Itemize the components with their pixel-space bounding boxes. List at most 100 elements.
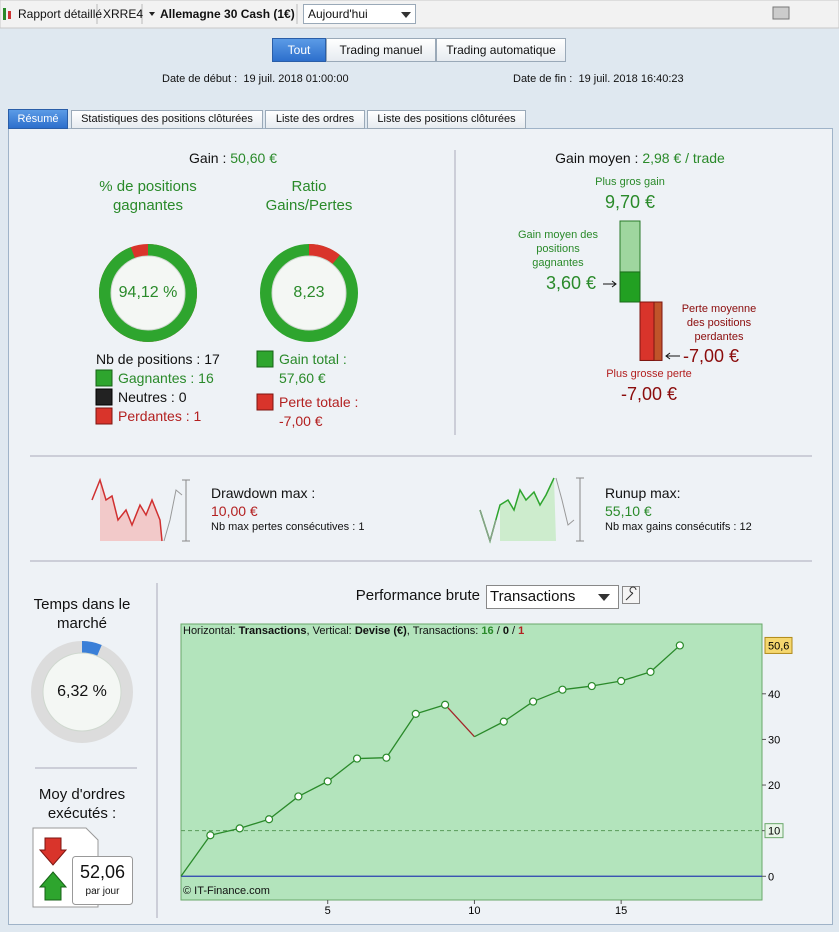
info: Devise (€) [354, 625, 407, 637]
tab[interactable]: Statistiques des positions clôturées [71, 110, 263, 129]
value-box [72, 856, 133, 905]
point [675, 641, 684, 650]
max-loss: -7,00 € [620, 384, 678, 404]
avg-loss: -7,00 € [683, 346, 740, 366]
legend-swatch [256, 350, 274, 368]
ring-value: 8,23 [293, 284, 325, 301]
point [646, 667, 655, 677]
bar [639, 301, 655, 361]
tab[interactable]: Résumé [8, 109, 68, 129]
info: / [496, 625, 500, 637]
tab[interactable]: Liste des ordres [265, 110, 365, 129]
x-tick-label: 15 [615, 905, 627, 917]
gain-total-label: Gain total : [279, 351, 347, 367]
point [587, 681, 596, 691]
ring-arc [99, 244, 197, 342]
performance-selector[interactable]: Transactions [490, 588, 576, 605]
avg-win: 3,60 € [546, 273, 597, 293]
label: Gain : [189, 150, 227, 166]
point [617, 676, 626, 686]
point [235, 824, 244, 833]
legend-swatch [95, 407, 113, 425]
losers: Perdantes : 1 [118, 408, 201, 424]
market-time-title: Temps dans le marché [33, 596, 131, 632]
info: Horizontal: [183, 625, 236, 637]
gain: Gain : 50,60 € [100, 150, 366, 166]
orders-unit: par jour [85, 886, 120, 897]
x-tick-label: 10 [468, 905, 480, 917]
orders-value: 52,06 [79, 862, 126, 882]
ring-value: 94,12 % [118, 284, 178, 301]
ring-arc [260, 244, 358, 342]
dropdown[interactable] [486, 585, 619, 609]
drawdown-line [91, 477, 163, 542]
line-segment [562, 685, 592, 691]
point [352, 754, 362, 763]
info: / [512, 625, 516, 637]
period-dropdown[interactable]: Aujourd'hui [303, 4, 416, 24]
value: 50,60 € [230, 150, 277, 166]
mode-tab[interactable]: Trading manuel [326, 38, 436, 62]
value: 1 [193, 408, 202, 424]
plot-area [180, 623, 763, 901]
drawdown-area [100, 480, 162, 541]
instrument[interactable]: Allemagne 30 Cash (1€) [160, 7, 295, 21]
ring-title: Ratio Gains/Pertes [265, 178, 353, 214]
bar [619, 271, 641, 303]
line-segment [444, 704, 475, 738]
down-arrow-icon [38, 837, 68, 866]
info: Transactions [238, 625, 307, 637]
value: 17 [204, 351, 220, 367]
loss-total: -7,00 € [279, 413, 323, 429]
point [411, 709, 420, 718]
value: 19 juil. 2018 16:40:23 [578, 73, 684, 85]
report-icon [3, 8, 6, 20]
line-segment [385, 713, 417, 759]
y-tick-label: 0 [768, 871, 774, 883]
line-segment [210, 827, 240, 836]
point [499, 717, 508, 726]
info: 0 [502, 625, 509, 637]
positions: Nb de positions : 17 [96, 351, 220, 367]
runup-value: 55,10 € [605, 503, 652, 519]
max-gain: 9,70 € [604, 192, 656, 212]
drawdown-label: Drawdown max : [211, 485, 316, 501]
line-segment [327, 758, 358, 782]
print-icon[interactable] [772, 6, 790, 20]
info: , Vertical: [306, 625, 352, 637]
line-segment [415, 704, 446, 715]
orders-title: Moy d'ordres exécutés : [38, 786, 126, 822]
account[interactable]: XRRE4 [103, 7, 144, 21]
line-segment [268, 795, 299, 820]
label: Gain moyen : [555, 150, 639, 166]
average-gain: Gain moyen : 2,98 € / trade [500, 150, 780, 166]
runup-streak: Nb max gains consécutifs : 12 [605, 521, 752, 533]
label: Date de début : [162, 73, 238, 85]
info: 16 [481, 625, 494, 637]
runup-line [555, 477, 575, 526]
line-segment [532, 689, 563, 703]
runup-area [500, 478, 556, 541]
label: Date de fin : [513, 73, 573, 85]
y-tick-label: 30 [768, 734, 780, 746]
point [323, 777, 332, 786]
mode-tab[interactable]: Tout [272, 38, 326, 62]
info: 1 [518, 625, 525, 637]
mode-tab[interactable]: Trading automatique [436, 38, 566, 62]
line-segment [180, 834, 211, 877]
legend-swatch [95, 388, 113, 406]
runup-label: Runup max: [605, 485, 681, 501]
ring-title: % de positions gagnantes [99, 178, 197, 214]
ring-inner [271, 255, 347, 331]
value: 2,98 € / trade [642, 150, 725, 166]
avg-loss-label: Perte moyenne des positions perdantes [681, 303, 757, 343]
runup-line [479, 477, 555, 544]
tab[interactable]: Liste des positions clôturées [367, 110, 526, 129]
value: 19 juil. 2018 01:00:00 [243, 73, 349, 85]
report-button[interactable]: Rapport détaillé [18, 7, 103, 21]
dropdown-arrow [149, 12, 155, 16]
avg-win-label: Gain moyen des positions gagnantes [517, 229, 599, 269]
runup-line [479, 509, 497, 543]
point [558, 685, 567, 694]
